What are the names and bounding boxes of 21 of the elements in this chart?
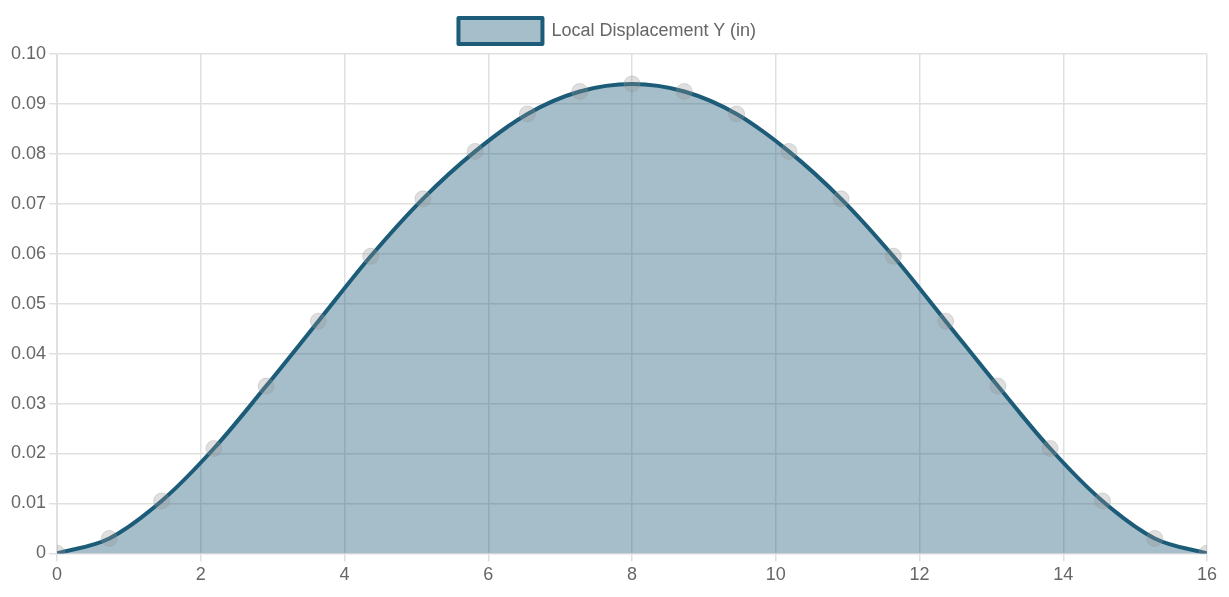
- y-tick-label: 0.02: [10, 442, 47, 463]
- y-tick-label: 0.09: [10, 92, 47, 113]
- y-tick-label: 0.07: [10, 192, 47, 213]
- x-tick-label: 16: [1196, 564, 1218, 585]
- y-tick-label: 0.04: [10, 342, 47, 363]
- y-tick-label: 0.06: [10, 242, 47, 263]
- y-tick-label: 0: [36, 542, 47, 563]
- x-tick-label: 0: [52, 564, 63, 585]
- x-tick-label: 6: [483, 564, 494, 585]
- x-tick-label: 10: [765, 564, 786, 585]
- y-tick-label: 0.01: [10, 492, 47, 513]
- y-tick-label: 0.03: [10, 392, 47, 413]
- x-tick-label: 4: [339, 564, 350, 585]
- x-tick-label: 2: [195, 564, 206, 585]
- y-tick-label: 0.05: [10, 292, 47, 313]
- x-tick-label: 8: [627, 564, 638, 585]
- x-tick-label: 14: [1053, 564, 1074, 585]
- y-tick-label: 0.10: [10, 42, 47, 63]
- x-tick-label: 12: [909, 564, 930, 585]
- legend-label: Local Displacement Y (in): [551, 19, 756, 40]
- y-tick-label: 0.08: [10, 142, 47, 163]
